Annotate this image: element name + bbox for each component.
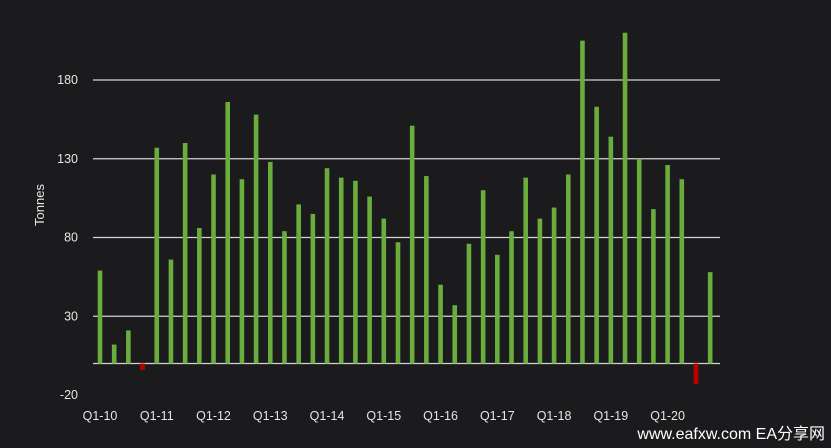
watermark: www.eafxw.com EA分享网 [637, 426, 825, 443]
bar [111, 344, 117, 364]
bar [353, 180, 358, 364]
bar [338, 177, 344, 364]
x-tick-labels: Q1-10 Q1-11 Q1-12 Q1-13 Q1-14 Q1-15 Q1-16 Q1-17… [83, 409, 685, 423]
bar [608, 136, 614, 364]
bar [211, 174, 216, 364]
y-tick-label: 80 [64, 231, 78, 245]
bar [409, 125, 415, 364]
bar [424, 176, 429, 364]
x-tick-label: Q1-17 [480, 409, 515, 423]
x-tick-label: Q1-20 [650, 409, 685, 423]
bar [197, 228, 202, 364]
y-tick-label: 130 [57, 152, 78, 166]
bar [651, 209, 656, 364]
bar [381, 218, 387, 364]
bar [452, 305, 458, 364]
bar [310, 213, 316, 364]
bar [665, 165, 670, 364]
bar [140, 363, 145, 370]
bar [551, 207, 557, 364]
bar [565, 174, 571, 364]
bar [679, 179, 685, 364]
bar [707, 272, 713, 364]
bar [466, 243, 472, 364]
bar [523, 177, 528, 364]
bar [282, 231, 287, 364]
bar [438, 284, 443, 364]
y-axis-label: Tonnes [32, 184, 47, 226]
bar [168, 259, 174, 364]
bar [580, 40, 585, 364]
bar [253, 114, 259, 364]
x-tick-label: Q1-16 [423, 409, 458, 423]
bar [395, 242, 401, 364]
bar [367, 196, 372, 364]
bar [154, 147, 160, 364]
bar [267, 161, 273, 364]
x-tick-label: Q1-13 [253, 409, 288, 423]
bar [296, 204, 301, 364]
y-tick-label: 180 [57, 73, 78, 87]
bar [622, 32, 628, 364]
bar [495, 254, 500, 364]
y-tick-label: -20 [60, 388, 78, 402]
bar [594, 106, 599, 364]
y-tick-labels: -20 30 80 130 180 [57, 73, 78, 402]
y-tick-label: 30 [64, 309, 78, 323]
bar [126, 330, 131, 364]
x-tick-label: Q1-19 [593, 409, 628, 423]
x-tick-label: Q1-18 [537, 409, 572, 423]
bar [537, 218, 543, 364]
bar [182, 143, 188, 364]
bar [97, 270, 103, 364]
bar [636, 158, 642, 364]
bar [324, 168, 330, 364]
bars [97, 32, 713, 384]
x-tick-label: Q1-15 [366, 409, 401, 423]
bar [225, 102, 231, 364]
bar [239, 179, 245, 364]
x-tick-label: Q1-14 [310, 409, 345, 423]
x-tick-label: Q1-10 [83, 409, 118, 423]
x-tick-label: Q1-12 [196, 409, 231, 423]
bar [480, 190, 486, 364]
bar [693, 363, 699, 384]
bar [509, 231, 514, 364]
x-tick-label: Q1-11 [140, 409, 174, 423]
